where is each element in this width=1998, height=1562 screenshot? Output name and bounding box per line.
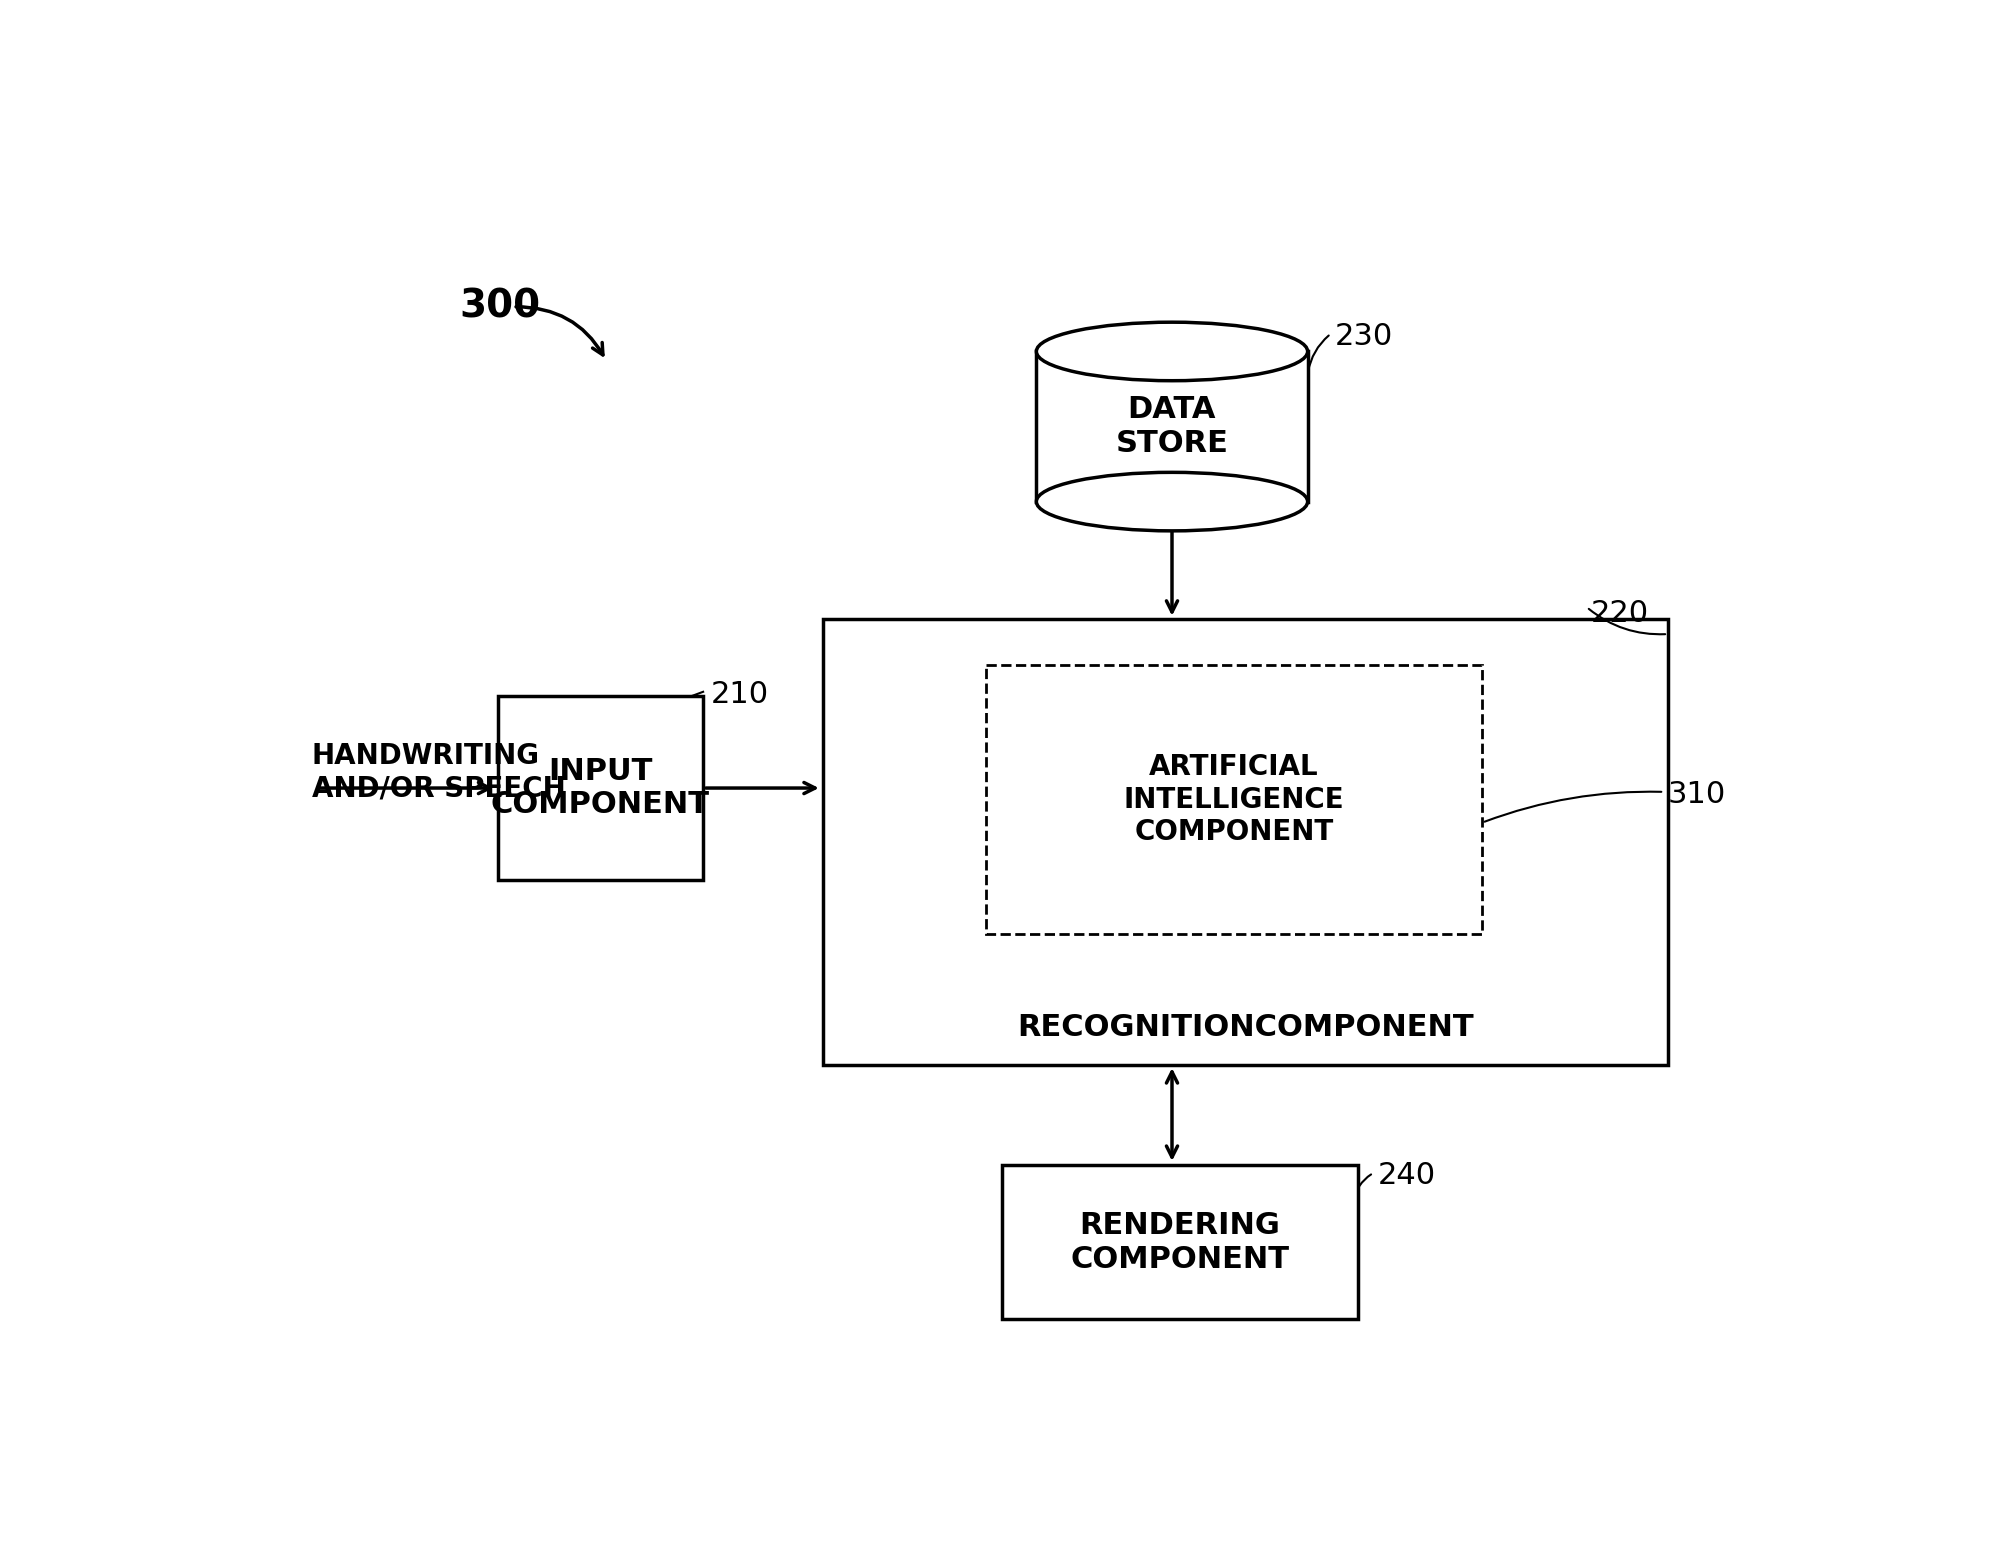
Bar	[1001, 1165, 1359, 1320]
Bar	[498, 695, 703, 881]
Bar	[823, 619, 1668, 1065]
Text: DATA
STORE: DATA STORE	[1115, 395, 1229, 458]
Text: RENDERING
COMPONENT: RENDERING COMPONENT	[1071, 1211, 1289, 1273]
Text: 240: 240	[1377, 1162, 1435, 1190]
Bar	[985, 665, 1483, 934]
Text: 310: 310	[1668, 781, 1726, 809]
Text: ARTIFICIAL
INTELLIGENCE
COMPONENT: ARTIFICIAL INTELLIGENCE COMPONENT	[1123, 753, 1345, 847]
Text: 300: 300	[460, 287, 539, 325]
Text: 210: 210	[711, 679, 769, 709]
Ellipse shape	[1037, 322, 1307, 381]
Text: 230: 230	[1335, 322, 1393, 351]
Ellipse shape	[1037, 472, 1307, 531]
Text: INPUT
COMPONENT: INPUT COMPONENT	[492, 756, 709, 820]
Text: 220: 220	[1590, 600, 1648, 628]
Text: HANDWRITING
AND/OR SPEECH: HANDWRITING AND/OR SPEECH	[312, 742, 565, 803]
Bar	[1037, 351, 1307, 501]
Text: RECOGNITIONCOMPONENT: RECOGNITIONCOMPONENT	[1017, 1014, 1475, 1042]
